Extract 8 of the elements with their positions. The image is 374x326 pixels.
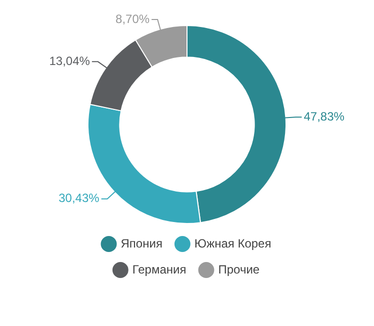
data-label: 13,04% <box>49 54 90 68</box>
data-label: 30,43% <box>58 191 100 206</box>
legend-label: Прочие <box>218 262 260 276</box>
legend-label: Южная Корея <box>194 236 272 250</box>
legend-label: Япония <box>120 236 162 250</box>
data-label: 47,83% <box>304 109 345 124</box>
data-label: 8,70% <box>116 12 150 26</box>
legend-label: Германия <box>132 262 186 276</box>
